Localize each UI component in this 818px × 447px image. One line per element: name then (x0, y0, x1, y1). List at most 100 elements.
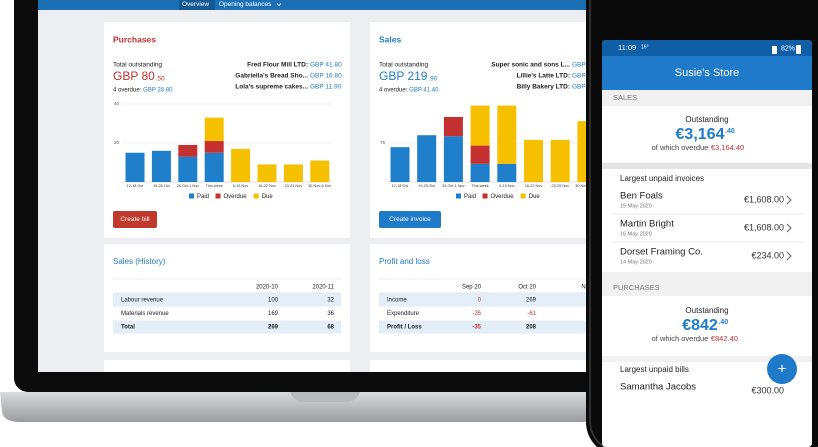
legend-label: Overdue (224, 194, 248, 200)
cell: 169 (268, 311, 279, 317)
legend-label: Due (529, 194, 541, 200)
total: GBP 219 (379, 69, 428, 83)
label: Total outstanding (379, 62, 429, 69)
bar-segment (231, 148, 251, 182)
x-tick-label: 16-22 Nov (258, 184, 276, 188)
phone-card (602, 296, 812, 356)
status-time: 11:09 (618, 43, 636, 52)
button-label[interactable]: Create bill (120, 216, 150, 223)
item-name[interactable]: Dorset Framing Co. (620, 247, 703, 258)
x-tick-label: 30 Nov-6 Dec (308, 184, 331, 188)
button[interactable] (379, 211, 441, 228)
nav-bar (38, 0, 592, 10)
cell: 0 (478, 298, 482, 304)
bar-segment (497, 163, 517, 182)
row-label: Expenditure (387, 311, 420, 317)
top-amount: GBP 11.90 (310, 84, 342, 91)
overdue-amount: €842.40 (711, 334, 738, 343)
bar-segment (524, 139, 543, 182)
item-amount: €234.00 (751, 250, 784, 260)
x-tick-label: This week (206, 184, 223, 188)
cell: 32 (327, 298, 334, 304)
total: GBP 80 (113, 69, 155, 83)
bar-segment (204, 117, 224, 142)
cell: 100 (268, 298, 279, 304)
top-name: Lillie's Latte LTD: (517, 73, 570, 80)
top-amount: GBP (572, 84, 586, 91)
nav-tab[interactable]: Overview (182, 1, 209, 8)
battery-icon (796, 45, 801, 54)
label: 4 overdue: (113, 88, 142, 94)
app-title: Susie's Store (675, 67, 739, 79)
button[interactable] (113, 211, 157, 228)
cell: 36 (327, 311, 334, 317)
item-date: 15 May 2020 (620, 203, 652, 209)
bar-segment (204, 141, 224, 153)
nav-chevron (276, 3, 282, 7)
icon (772, 46, 777, 54)
bar-segment (550, 139, 570, 182)
legend-swatch (482, 193, 488, 199)
bar-segment (125, 152, 145, 182)
x-tick-label: 23-29 Nov (285, 184, 303, 188)
row-band (113, 293, 341, 307)
card (104, 360, 350, 372)
x-tick-label: 26 Oct-1 Nov (177, 184, 199, 188)
x-tick-label: 19-25 Oct (418, 184, 436, 188)
label: 4 overdue: (379, 88, 408, 94)
x-tick-label: 9-15 Nov (499, 184, 515, 188)
card-title: Purchases (113, 34, 156, 44)
top-name: Super sonic and sons L... (491, 62, 570, 69)
total-decimal: .50 (156, 76, 165, 83)
chevrons (786, 195, 792, 261)
bar-segment (470, 105, 490, 146)
item-name[interactable]: Samantha Jacobs (620, 382, 696, 393)
item-amount: €1,608.00 (744, 194, 784, 204)
card-title: Sales (History) (113, 257, 166, 266)
row-label: Total (121, 325, 135, 331)
legend-swatch (456, 193, 461, 199)
section-label: PURCHASES (613, 283, 660, 292)
top-amount: GBP (572, 73, 586, 80)
label: of which overdue (652, 143, 709, 152)
bar-segment (470, 163, 490, 182)
item-amount: €300.00 (751, 385, 784, 395)
row-label: Materials revenue (121, 311, 169, 317)
item-name[interactable]: Martin Bright (620, 219, 674, 230)
bar-segment (390, 147, 410, 182)
list-title: Largest unpaid bills (620, 365, 689, 374)
bar-segment (151, 150, 171, 182)
row-label: Labour revenue (121, 298, 164, 304)
laptop-screen: Overview Opening balances Purchases Total o… (38, 0, 598, 372)
bar-segment (257, 164, 277, 182)
card (104, 22, 350, 238)
row-label: Profit / Loss (387, 325, 422, 331)
bar-segment (443, 117, 463, 137)
column-header: Sep 20 (462, 285, 482, 291)
status-bar (602, 40, 812, 56)
item-date: 16 May 2020 (620, 231, 652, 237)
status-temp: 16° (641, 44, 649, 50)
fab-icon[interactable]: + (778, 360, 787, 377)
top-name: Gabriella's Bread Sho... (235, 73, 308, 80)
button-label[interactable]: Create invoice (389, 216, 431, 223)
status-battery: 82% (781, 45, 795, 52)
nav-tab[interactable]: Opening balances (219, 1, 272, 8)
phone-edge (589, 0, 818, 447)
x-tick-label: This week (472, 184, 489, 188)
column-header: 2020-10 (256, 285, 279, 291)
bar-segment (417, 135, 437, 182)
x-tick-label: 23-29 Nov (551, 184, 569, 188)
bar-segment (204, 152, 224, 182)
x-tick-label: 30 Nov-6 Dec (575, 184, 598, 188)
item-name[interactable]: Ben Foals (620, 191, 663, 202)
list-title: Largest unpaid invoices (620, 174, 704, 183)
legend-label: Due (262, 194, 274, 200)
fab[interactable] (767, 354, 797, 384)
x-tick-label: 19-25 Oct (153, 184, 171, 188)
label: Outstanding (685, 306, 728, 315)
row-band (379, 320, 592, 334)
x-tick-label: 16-22 Nov (525, 184, 543, 188)
